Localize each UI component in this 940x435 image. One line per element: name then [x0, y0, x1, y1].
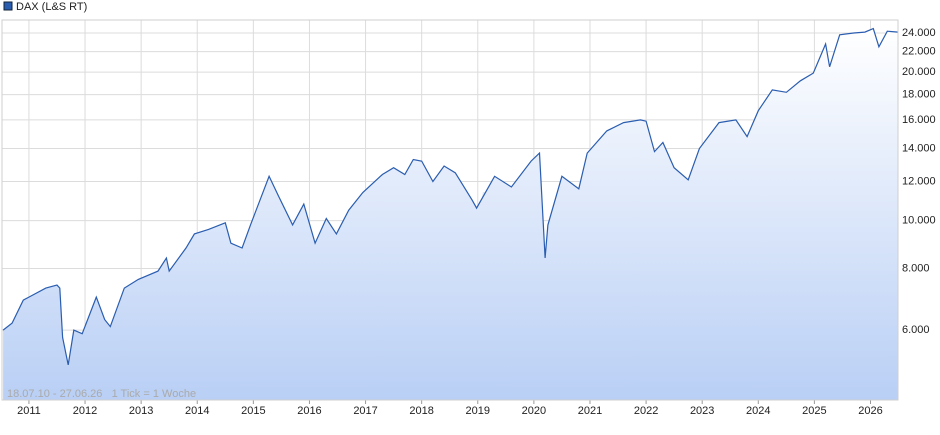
x-tick-label: 2012 [73, 405, 97, 417]
x-tick-label: 2011 [17, 405, 41, 417]
x-tick-label: 2022 [634, 405, 658, 417]
x-tick-label: 2017 [353, 405, 377, 417]
y-tick-label: 24.000 [902, 27, 936, 39]
area [3, 28, 899, 400]
footnote: 18.07.10 - 27.06.26 1 Tick = 1 Woche [7, 388, 196, 400]
x-tick-label: 2018 [409, 405, 433, 417]
y-tick-label: 14.000 [902, 142, 936, 154]
plot-border [1, 19, 899, 401]
legend-label: DAX (L&S RT) [16, 1, 87, 13]
y-tick-label: 16.000 [902, 114, 936, 126]
x-tick-label: 2023 [690, 405, 714, 417]
y-tick-label: 12.000 [902, 175, 936, 187]
x-tick-label: 2025 [802, 405, 826, 417]
x-tick-label: 2019 [466, 405, 490, 417]
y-tick-label: 10.000 [902, 215, 936, 227]
x-tick-label: 2016 [297, 405, 321, 417]
y-tick-label: 8.000 [902, 262, 930, 274]
y-tick-label: 6.000 [902, 324, 930, 336]
y-tick-label: 20.000 [902, 66, 936, 78]
x-tick-label: 2020 [522, 405, 546, 417]
line [2, 27, 899, 366]
y-tick-label: 22.000 [902, 46, 936, 58]
x-tick-label: 2014 [185, 405, 209, 417]
y-tick-label: 18.000 [902, 89, 936, 101]
x-tick-label: 2021 [578, 405, 602, 417]
legend-swatch [3, 1, 13, 11]
x-tick-label: 2024 [746, 405, 770, 417]
x-tick-label: 2013 [129, 405, 153, 417]
x-tick-label: 2026 [858, 405, 882, 417]
x-tick-label: 2015 [241, 405, 265, 417]
